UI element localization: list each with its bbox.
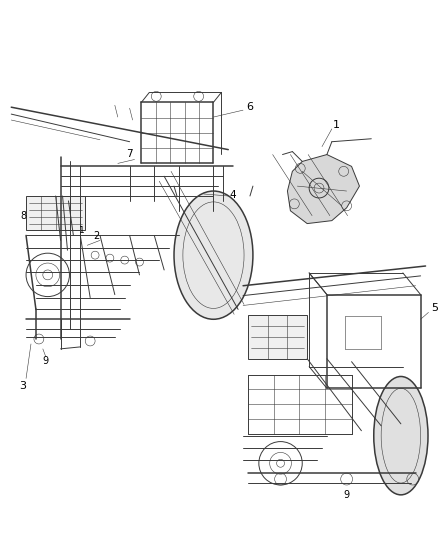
Text: 1: 1 [79, 226, 85, 235]
Text: 5: 5 [431, 303, 438, 313]
Ellipse shape [174, 191, 253, 319]
Polygon shape [287, 155, 360, 223]
Text: 1: 1 [333, 120, 340, 130]
Ellipse shape [374, 376, 428, 495]
Text: 6: 6 [247, 102, 254, 112]
Polygon shape [248, 316, 307, 359]
Text: 9: 9 [343, 490, 350, 500]
Text: 9: 9 [43, 356, 49, 366]
Text: 8: 8 [20, 211, 26, 221]
Polygon shape [26, 196, 85, 230]
Text: 3: 3 [20, 381, 27, 391]
Text: 2: 2 [93, 231, 99, 241]
Text: 4: 4 [230, 190, 237, 200]
Text: 7: 7 [126, 149, 133, 158]
